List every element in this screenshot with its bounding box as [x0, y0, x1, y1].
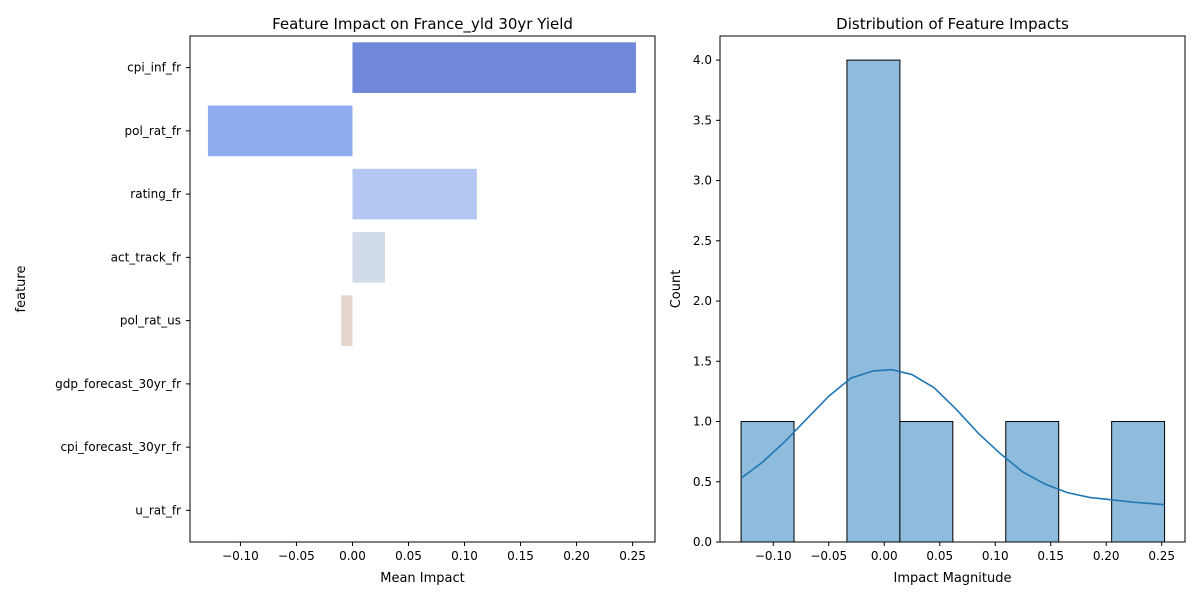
histogram-chart: Distribution of Feature Impacts −0.10 −0.…: [669, 15, 1186, 586]
bar-x-axis-label: Mean Impact: [380, 571, 465, 586]
bar-y-axis-label: feature: [14, 266, 29, 313]
bar-y-tick-label: cpi_forecast_30yr_fr: [60, 440, 181, 454]
bar-pol_rat_fr: [207, 105, 353, 157]
bar-x-ticks: −0.10 −0.05 0.00 0.05 0.10 0.15 0.20 0.25: [222, 542, 646, 563]
bar-y-tick-label: pol_rat_us: [120, 314, 181, 328]
bar-y-tick-label: cpi_inf_fr: [127, 61, 181, 75]
bar-y-tick-label: gdp_forecast_30yr_fr: [55, 377, 181, 391]
histogram-y-tick-label: 2.5: [693, 234, 712, 248]
histogram-x-tick-label: −0.05: [810, 549, 847, 563]
histogram-x-tick-label: 0.25: [1148, 549, 1175, 563]
histogram-bar: [846, 59, 901, 543]
kde-line: [740, 368, 1165, 506]
histogram-bar: [1005, 421, 1060, 543]
bar-y-ticks: cpi_inf_fr pol_rat_fr rating_fr act_track_f…: [55, 61, 190, 517]
histogram-x-tick-label: 0.00: [871, 549, 898, 563]
bar-marks: [207, 42, 636, 346]
histogram-frame: [719, 35, 1186, 543]
bar-x-tick-label: 0.15: [507, 549, 534, 563]
histogram-x-tick-label: 0.15: [1037, 549, 1064, 563]
bar-pol_rat_us: [341, 295, 353, 346]
bar-x-tick-label: 0.25: [619, 549, 646, 563]
bar-x-tick-label: −0.05: [278, 549, 315, 563]
histogram-y-tick-label: 0.0: [693, 535, 712, 549]
bar-x-tick-label: 0.00: [339, 549, 366, 563]
histogram-x-ticks: −0.10 −0.05 0.00 0.05 0.10 0.15 0.20 0.25: [755, 542, 1175, 563]
bar-x-tick-label: −0.10: [222, 549, 259, 563]
histogram-y-tick-label: 1.0: [693, 415, 712, 429]
histogram-y-tick-label: 2.0: [693, 294, 712, 308]
histogram-bars: [740, 59, 1166, 543]
bar-y-tick-label: u_rat_fr: [135, 503, 181, 517]
bar-act_track_fr: [352, 232, 385, 283]
bar-chart: Feature Impact on France_yld 30yr Yield …: [14, 15, 656, 586]
histogram-y-tick-label: 1.5: [693, 354, 712, 368]
bar-x-tick-label: 0.10: [451, 549, 478, 563]
histogram-x-tick-label: 0.05: [926, 549, 953, 563]
bar-y-tick-label: rating_fr: [130, 187, 181, 201]
histogram-x-axis-label: Impact Magnitude: [894, 571, 1012, 586]
bar-rating_fr: [352, 168, 477, 220]
histogram-x-tick-label: 0.10: [982, 549, 1009, 563]
histogram-x-tick-label: −0.10: [755, 549, 792, 563]
histogram-bar: [1111, 421, 1166, 543]
histogram-y-axis-label: Count: [669, 270, 684, 309]
histogram-y-tick-label: 0.5: [693, 475, 712, 489]
histogram-x-tick-label: 0.20: [1093, 549, 1120, 563]
bar-y-tick-label: act_track_fr: [111, 250, 181, 264]
histogram-bar: [899, 421, 954, 543]
bar-x-tick-label: 0.05: [395, 549, 422, 563]
histogram-title: Distribution of Feature Impacts: [836, 15, 1069, 33]
bar-chart-title: Feature Impact on France_yld 30yr Yield: [272, 15, 573, 34]
histogram-y-tick-label: 3.5: [693, 113, 712, 127]
bar-y-tick-label: pol_rat_fr: [125, 124, 182, 138]
bar-cpi_inf_fr: [352, 42, 636, 93]
histogram-y-tick-label: 3.0: [693, 174, 712, 188]
bar-x-tick-label: 0.20: [563, 549, 590, 563]
histogram-y-tick-label: 4.0: [693, 53, 712, 67]
bar-chart-frame: [189, 35, 656, 543]
histogram-y-ticks: 0.0 0.5 1.0 1.5 2.0 2.5 3.0 3.5 4.0: [693, 53, 720, 549]
